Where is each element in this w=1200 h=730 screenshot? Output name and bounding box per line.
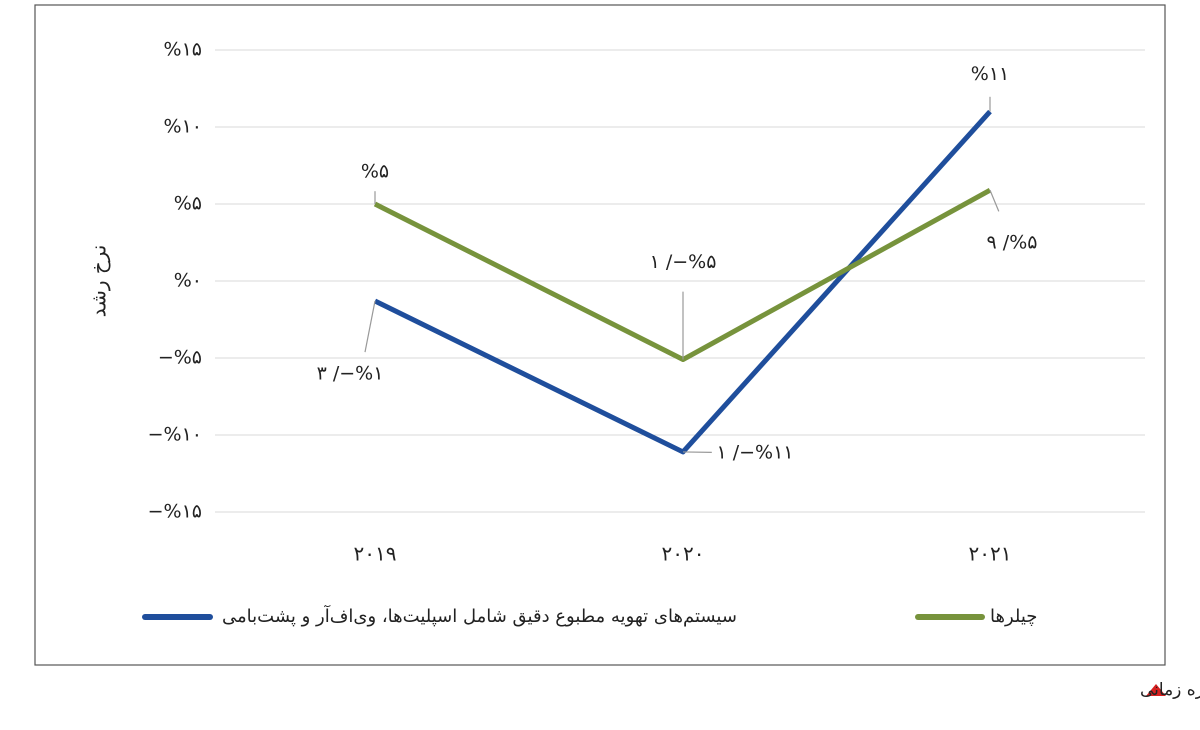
value-label: %۵ xyxy=(361,161,389,183)
legend-label: سیستم‌های تهویه مطبوع دقیق شامل اسپلیت‌ه… xyxy=(222,604,737,627)
caption-marker xyxy=(1146,684,1166,696)
chart-frame xyxy=(34,4,1166,666)
x-tick-label: ۲۰۲۱ xyxy=(969,542,1012,566)
y-tick-label: −%۱۰ xyxy=(148,424,202,446)
y-tick-label: %۱۵ xyxy=(164,39,202,61)
x-tick-label: ۲۰۱۹ xyxy=(354,542,397,566)
leader-line xyxy=(989,189,1000,212)
value-label: %۱۱ xyxy=(971,63,1009,85)
y-tick-label: −%۵ xyxy=(158,347,202,369)
y-tick-label: %۵ xyxy=(174,193,202,215)
legend-label: چیلرها xyxy=(990,606,1037,627)
series-line xyxy=(373,109,992,455)
y-tick-label: −%۱۵ xyxy=(148,501,202,523)
value-label: ۳ /−%۱ xyxy=(317,363,384,385)
y-tick-label: %۱۰ xyxy=(164,116,202,138)
y-axis-label: نرخ رشد xyxy=(87,245,111,318)
caption: نرخ رشد سیستم های تهویه مطبوع دقیق و چیل… xyxy=(1140,680,1200,700)
value-label: ۱ /−%۱۱ xyxy=(716,441,793,463)
value-label: ۹ /%۵ xyxy=(987,232,1038,254)
y-tick-label: %۰ xyxy=(174,270,202,292)
x-tick-label: ۲۰۲۰ xyxy=(662,542,705,566)
value-label: ۱ /−%۵ xyxy=(650,251,717,273)
leader-line xyxy=(364,300,376,353)
